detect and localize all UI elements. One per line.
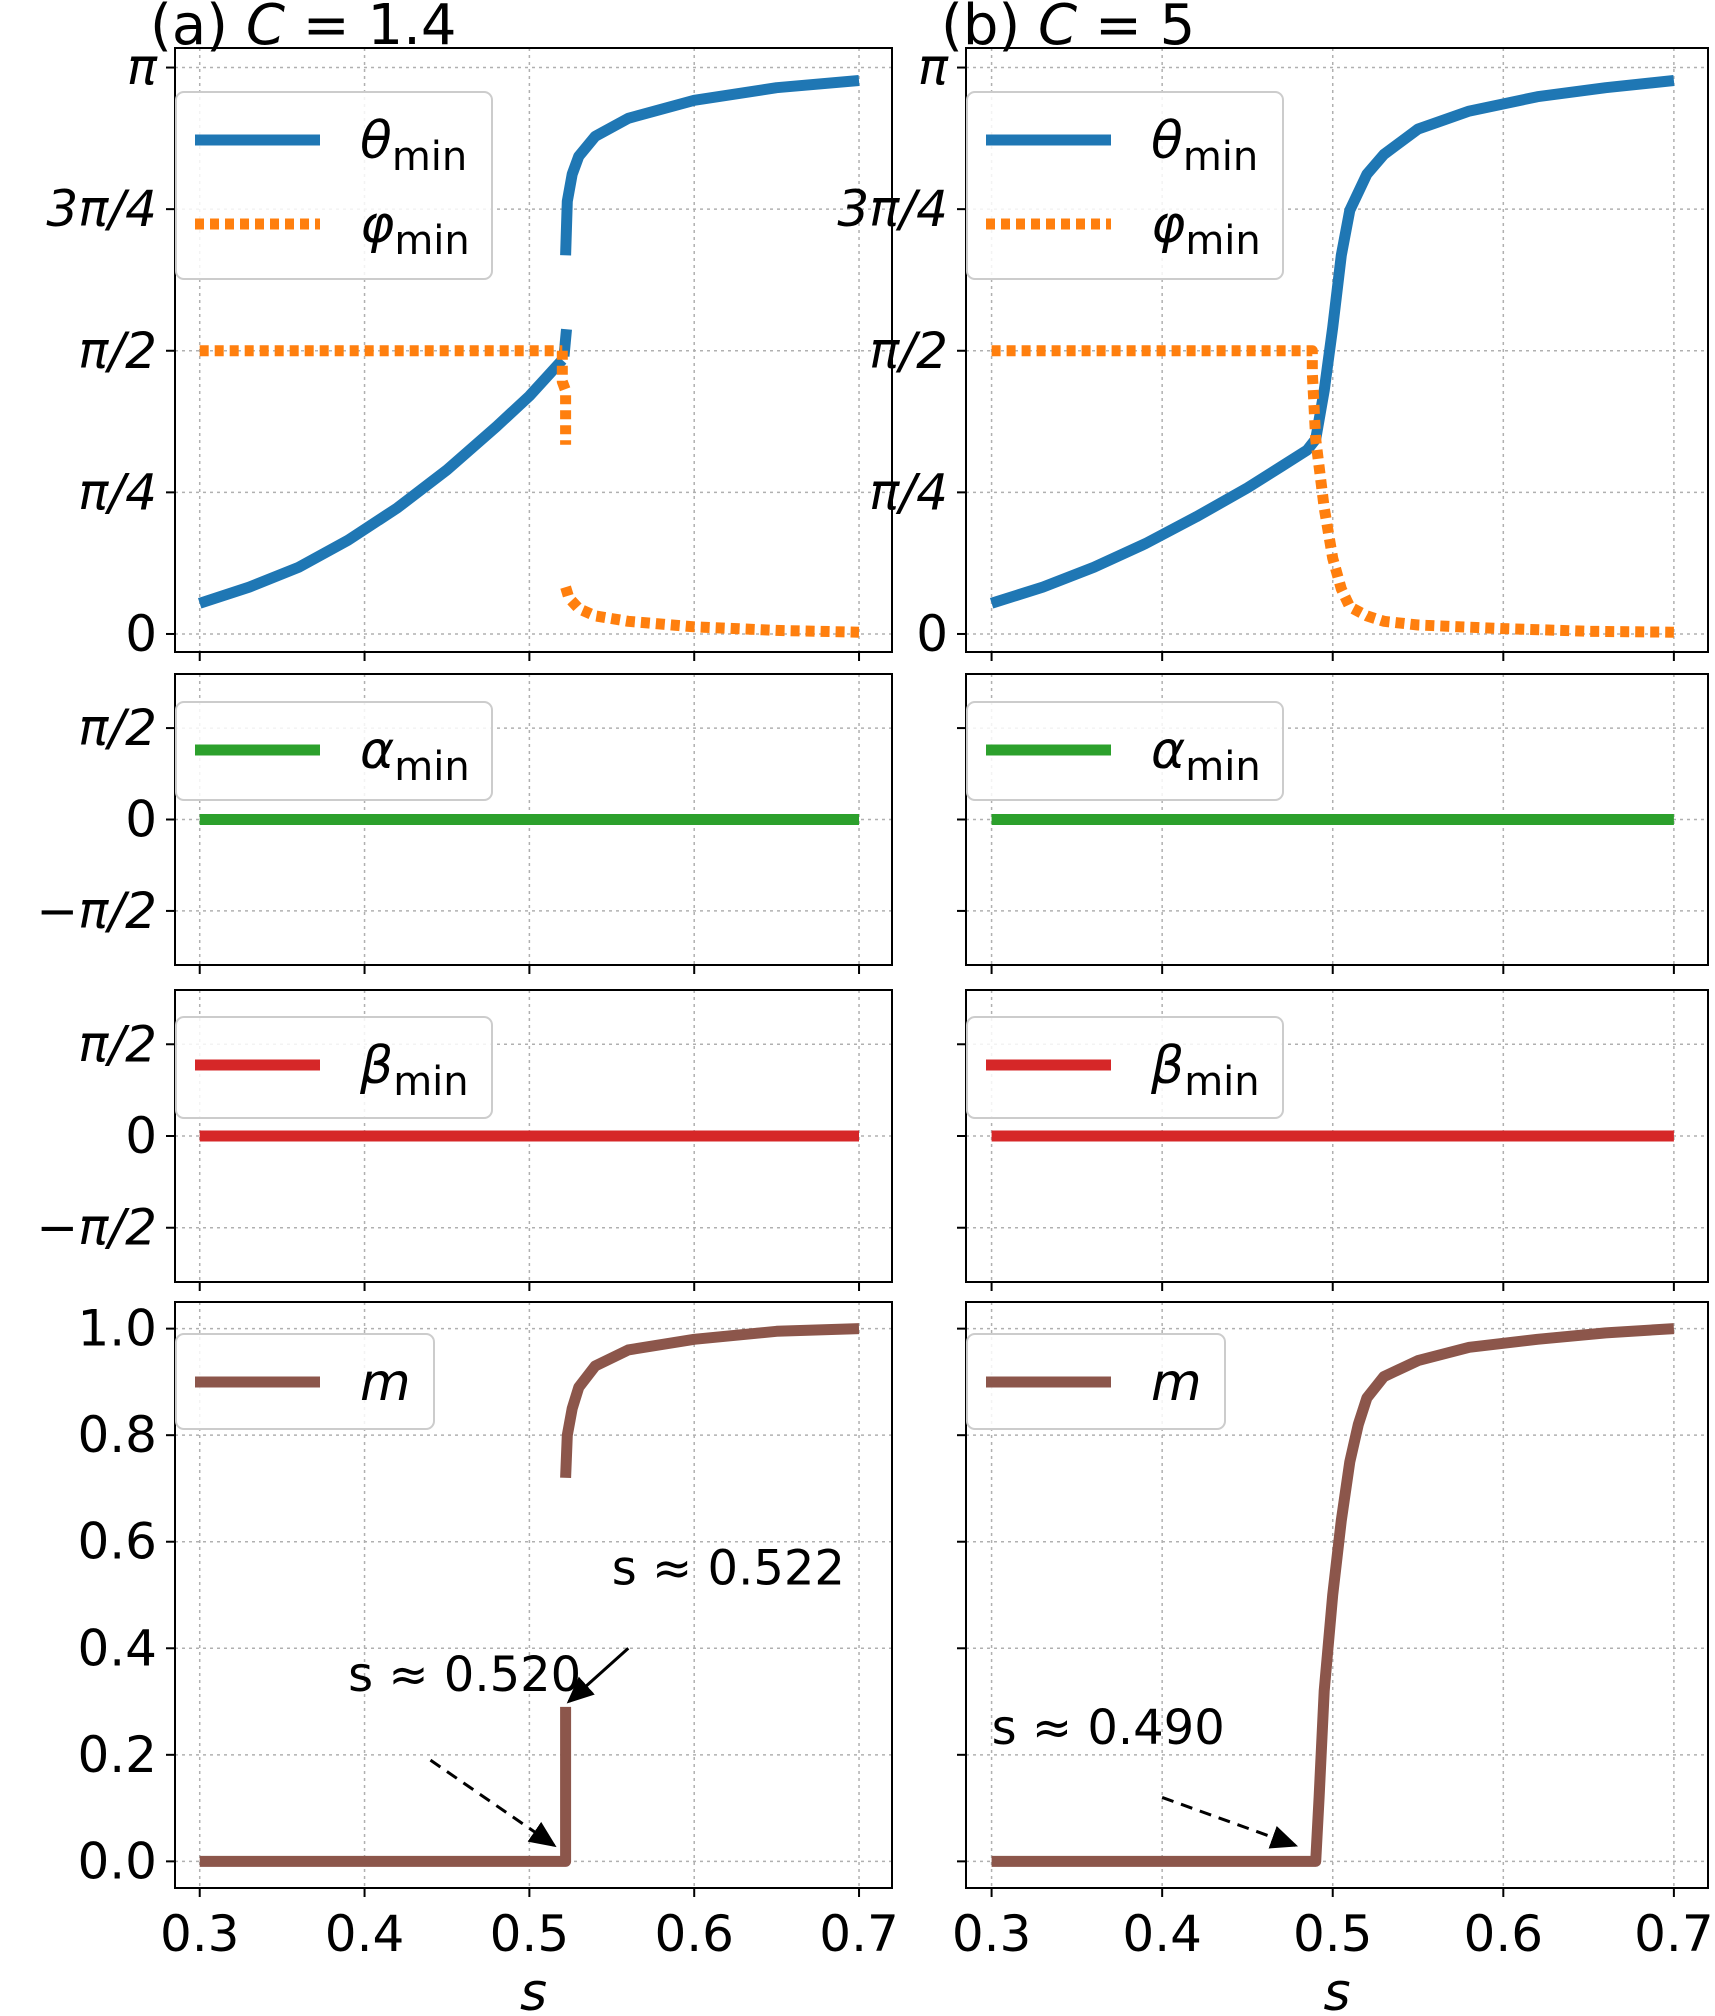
x-axis-label: s <box>520 1963 547 2016</box>
y-tick-label: π/2 <box>78 699 157 757</box>
y-tick-label: π <box>918 39 949 97</box>
y-tick-label: −π/2 <box>36 1199 157 1257</box>
subplot-4: 0.0 0.2 0.4 0.6 0.8 1.0 0.3 0.4 0.5 0.6 0.7 s m s ≈ 0… <box>77 1300 898 2016</box>
y-tick-label: −π/2 <box>36 882 157 940</box>
y-tick-label: 3π/4 <box>837 180 948 238</box>
y-tick-label: 3π/4 <box>46 180 157 238</box>
legend-symbol: θ <box>360 111 392 171</box>
legend: αmin <box>176 702 492 800</box>
legend: βmin <box>967 1017 1283 1118</box>
legend-symbol: φ <box>360 195 394 255</box>
panel-b: (b) C = 50π/4π/23π/4πθminφminαminβmin0.3… <box>837 0 1713 2016</box>
x-tick-label: 0.7 <box>819 1905 899 1963</box>
title-value: = 1.4 <box>285 0 457 58</box>
y-tick-label: 1.0 <box>77 1300 157 1358</box>
subplot-2: αmin <box>957 674 1708 974</box>
legend-subscript: min <box>392 134 467 180</box>
y-tick-label: 0.6 <box>77 1513 157 1571</box>
series-line-θ <box>200 360 563 603</box>
y-tick-label: 0 <box>125 1107 157 1165</box>
annotation: s ≈ 0.520 <box>348 1647 581 1845</box>
subplot-4: 0.3 0.4 0.5 0.6 0.7 s m s ≈ 0.490 <box>952 1302 1714 2016</box>
legend-subscript: min <box>394 218 469 264</box>
annotation: s ≈ 0.490 <box>992 1700 1296 1845</box>
annotation-text: s ≈ 0.520 <box>348 1647 581 1703</box>
legend-symbol: θ <box>1151 111 1183 171</box>
panel-title: (a) C = 1.4 <box>150 0 457 58</box>
annotation-arrow <box>430 1760 554 1845</box>
legend-subscript: min <box>394 744 469 790</box>
legend-symbol: m <box>360 1353 411 1413</box>
legend: αmin <box>967 702 1283 800</box>
y-tick-label: π/4 <box>78 463 157 521</box>
legend-symbol: α <box>1151 721 1185 781</box>
annotation: s ≈ 0.522 <box>569 1540 845 1701</box>
x-tick-label: 0.4 <box>325 1905 405 1963</box>
legend-symbol: β <box>1150 1036 1184 1096</box>
y-tick-label: 0 <box>125 605 157 663</box>
title-variable: C <box>246 0 285 58</box>
series-line-m <box>200 1707 566 1862</box>
y-tick-label: π <box>127 39 158 97</box>
legend-symbol: α <box>360 721 394 781</box>
legend: m <box>176 1334 434 1429</box>
x-tick-label: 0.6 <box>1464 1905 1544 1963</box>
legend-symbol: m <box>1151 1353 1202 1413</box>
y-tick-label: 0.0 <box>77 1832 157 1890</box>
legend-subscript: min <box>393 1059 468 1105</box>
x-tick-label: 0.6 <box>654 1905 734 1963</box>
title-prefix: (a) <box>150 0 246 58</box>
annotation-text: s ≈ 0.522 <box>612 1540 845 1596</box>
subplot-2: −π/2 0 π/2 αmin <box>36 674 892 974</box>
legend: m <box>967 1334 1225 1429</box>
title-variable: C <box>1038 0 1077 58</box>
y-tick-label: π/2 <box>78 1015 157 1073</box>
y-tick-label: π/2 <box>78 322 157 380</box>
legend-symbol: β <box>359 1036 393 1096</box>
legend-subscript: min <box>1185 218 1260 264</box>
x-tick-label: 0.5 <box>490 1905 570 1963</box>
annotation-text: s ≈ 0.490 <box>992 1700 1225 1756</box>
subplot-3: −π/2 0 π/2 βmin <box>36 990 892 1291</box>
y-tick-label: 0.4 <box>77 1619 157 1677</box>
series-line-θ <box>566 81 859 256</box>
x-tick-label: 0.5 <box>1293 1905 1373 1963</box>
title-prefix: (b) <box>941 0 1038 58</box>
legend-label: m <box>1151 1353 1202 1413</box>
x-tick-label: 0.7 <box>1634 1905 1714 1963</box>
y-tick-label: 0 <box>916 605 948 663</box>
legend-label: m <box>360 1353 411 1413</box>
x-tick-label: 0.4 <box>1122 1905 1202 1963</box>
series-line-m <box>566 1329 859 1478</box>
y-tick-label: 0 <box>125 791 157 849</box>
x-tick-label: 0.3 <box>952 1905 1032 1963</box>
legend-symbol: φ <box>1151 195 1185 255</box>
annotation-arrow <box>1162 1797 1295 1845</box>
legend-subscript: min <box>1183 134 1258 180</box>
y-tick-label: 0.2 <box>77 1726 157 1784</box>
y-tick-label: π/4 <box>869 463 948 521</box>
subplot-3: βmin <box>957 990 1708 1291</box>
x-tick-label: 0.3 <box>160 1905 240 1963</box>
x-axis-label: s <box>1323 1963 1350 2016</box>
legend-subscript: min <box>1184 1059 1259 1105</box>
legend-subscript: min <box>1185 744 1260 790</box>
legend: βmin <box>176 1017 492 1118</box>
y-tick-label: 0.8 <box>77 1406 157 1464</box>
series-line-φ <box>566 587 859 632</box>
panel-title: (b) C = 5 <box>941 0 1195 58</box>
title-value: = 5 <box>1077 0 1195 58</box>
y-tick-label: π/2 <box>869 322 948 380</box>
